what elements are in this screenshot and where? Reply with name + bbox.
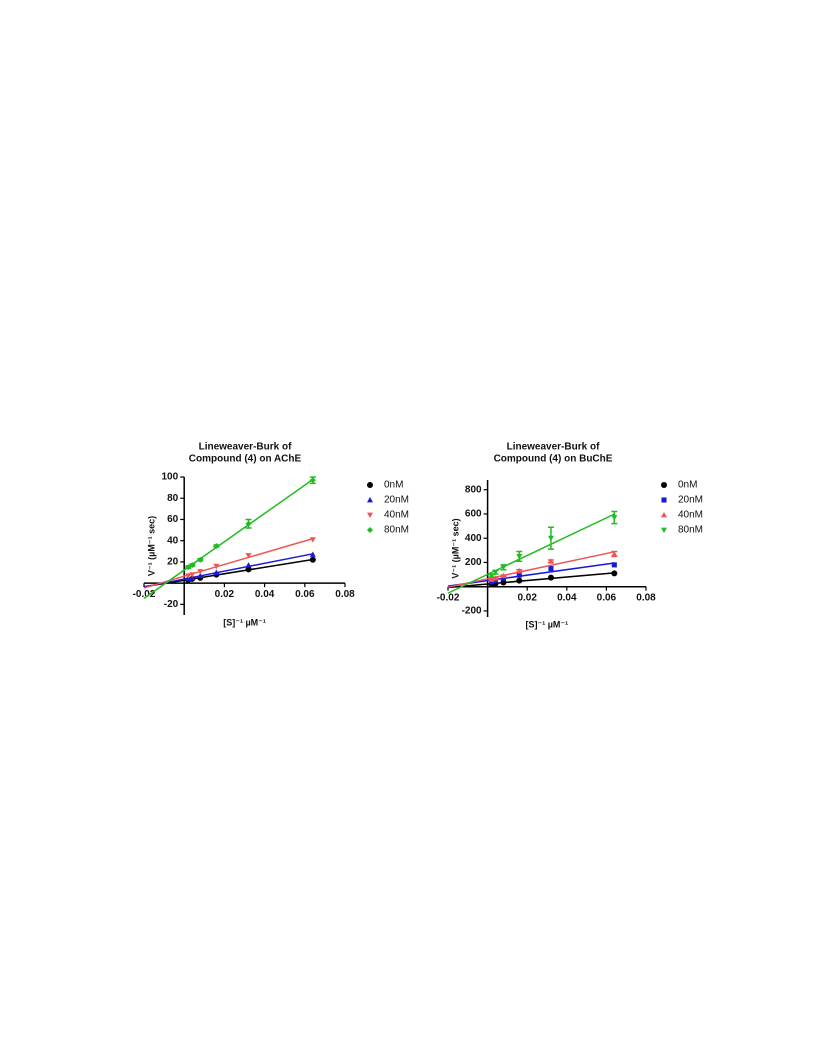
data-point (309, 551, 316, 557)
y-tick-label: 200 (465, 557, 482, 568)
data-point (500, 564, 507, 571)
x-tick-label: 0.04 (255, 589, 275, 600)
y-tick-label: 60 (167, 514, 179, 525)
data-point (309, 537, 316, 543)
data-point (548, 565, 554, 572)
chart-title: Lineweaver-Burk of (199, 442, 292, 453)
fit-line (447, 572, 615, 589)
legend-marker (367, 527, 373, 533)
fit-line (143, 537, 314, 589)
legend-marker (661, 497, 667, 503)
data-point (197, 556, 204, 563)
data-point (213, 563, 220, 570)
legend-label: 20nM (678, 495, 703, 506)
data-point (516, 572, 522, 578)
y-axis-label: V⁻¹ (µM⁻¹ sec) (146, 516, 156, 576)
data-point (245, 566, 252, 573)
fit-line (447, 562, 615, 587)
legend-label: 0nM (678, 480, 697, 491)
chart-title: Compound (4) on AChE (189, 454, 302, 465)
legend-marker (661, 512, 667, 518)
data-point (488, 573, 495, 579)
fit-line (143, 553, 313, 588)
data-point (492, 575, 499, 581)
legend-label: 40nM (384, 510, 409, 521)
legend-label: 80nM (384, 525, 409, 536)
x-tick-label: 0.06 (597, 592, 617, 603)
data-point (611, 515, 618, 521)
legend-marker (367, 482, 373, 488)
x-tick-label: 0.06 (295, 589, 315, 600)
data-point (611, 562, 617, 568)
data-point (245, 520, 252, 527)
data-point (547, 535, 554, 542)
data-point (492, 569, 499, 576)
data-point (245, 562, 252, 568)
y-tick-label: 100 (162, 472, 179, 483)
data-point (189, 572, 196, 578)
y-tick-label: 80 (167, 493, 179, 504)
x-tick-label: -0.02 (437, 592, 460, 603)
data-point (516, 567, 523, 574)
y-tick-label: 40 (167, 535, 179, 546)
legend-label: 40nM (678, 510, 703, 521)
x-tick-label: 0.04 (557, 592, 577, 603)
y-tick-label: -200 (462, 606, 482, 617)
x-tick-label: 0.08 (636, 592, 656, 603)
data-point (189, 562, 196, 569)
data-point (516, 553, 523, 560)
data-point (245, 553, 252, 559)
data-point (500, 579, 507, 586)
x-tick-label: 0.02 (517, 592, 537, 603)
data-point (547, 574, 554, 581)
x-axis-label: [S]⁻¹ µM⁻¹ (525, 619, 568, 629)
data-point (197, 569, 204, 575)
data-point (611, 550, 618, 557)
legend-label: 0nM (384, 480, 403, 491)
y-tick-label: 400 (465, 533, 482, 544)
data-point (197, 572, 204, 579)
fit-line (447, 551, 615, 588)
data-point (309, 477, 316, 484)
legend-label: 80nM (678, 525, 703, 536)
y-tick-label: 20 (167, 557, 179, 568)
data-point (213, 569, 220, 575)
x-tick-label: 0.02 (215, 589, 235, 600)
legend-marker (661, 482, 667, 488)
x-axis-label: [S]⁻¹ µM⁻¹ (223, 617, 266, 627)
y-tick-label: 800 (465, 484, 482, 495)
y-tick-label: 600 (465, 509, 482, 520)
legend-marker (661, 527, 667, 533)
y-tick-label: -20 (164, 599, 179, 610)
legend-marker (367, 512, 373, 518)
fit-line (447, 513, 615, 594)
data-point (309, 556, 316, 563)
chart-title: Lineweaver-Burk of (507, 442, 600, 453)
x-tick-label: -0.02 (133, 589, 156, 600)
data-point (516, 577, 523, 584)
chart-title: Compound (4) on BuChE (494, 454, 613, 465)
data-point (185, 573, 192, 579)
data-point (213, 543, 220, 549)
y-axis-label: V⁻¹ (µM⁻¹ sec) (450, 518, 460, 578)
data-point (500, 572, 507, 579)
x-tick-label: 0.08 (335, 589, 355, 600)
fit-line (143, 478, 314, 599)
legend-label: 20nM (384, 495, 409, 506)
data-point (611, 570, 618, 577)
legend-marker (367, 497, 373, 503)
data-point (547, 558, 554, 564)
